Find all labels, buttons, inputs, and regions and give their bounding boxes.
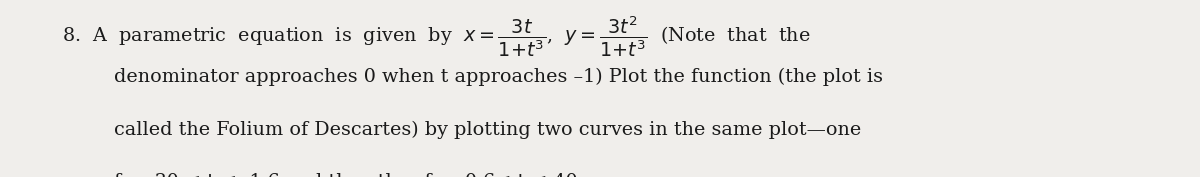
- Text: called the Folium of Descartes) by plotting two curves in the same plot—one: called the Folium of Descartes) by plott…: [114, 120, 862, 139]
- Text: 8.  A  parametric  equation  is  given  by  $x{=}\dfrac{3t}{1{+}t^3}$,  $y = \df: 8. A parametric equation is given by $x{…: [62, 14, 811, 59]
- Text: denominator approaches 0 when t approaches –1) Plot the function (the plot is: denominator approaches 0 when t approach…: [114, 67, 883, 85]
- Text: for -30 ≤ t ≤ -1.6 and the other for -0.6≤ t ≤ 40.: for -30 ≤ t ≤ -1.6 and the other for -0.…: [114, 173, 583, 177]
